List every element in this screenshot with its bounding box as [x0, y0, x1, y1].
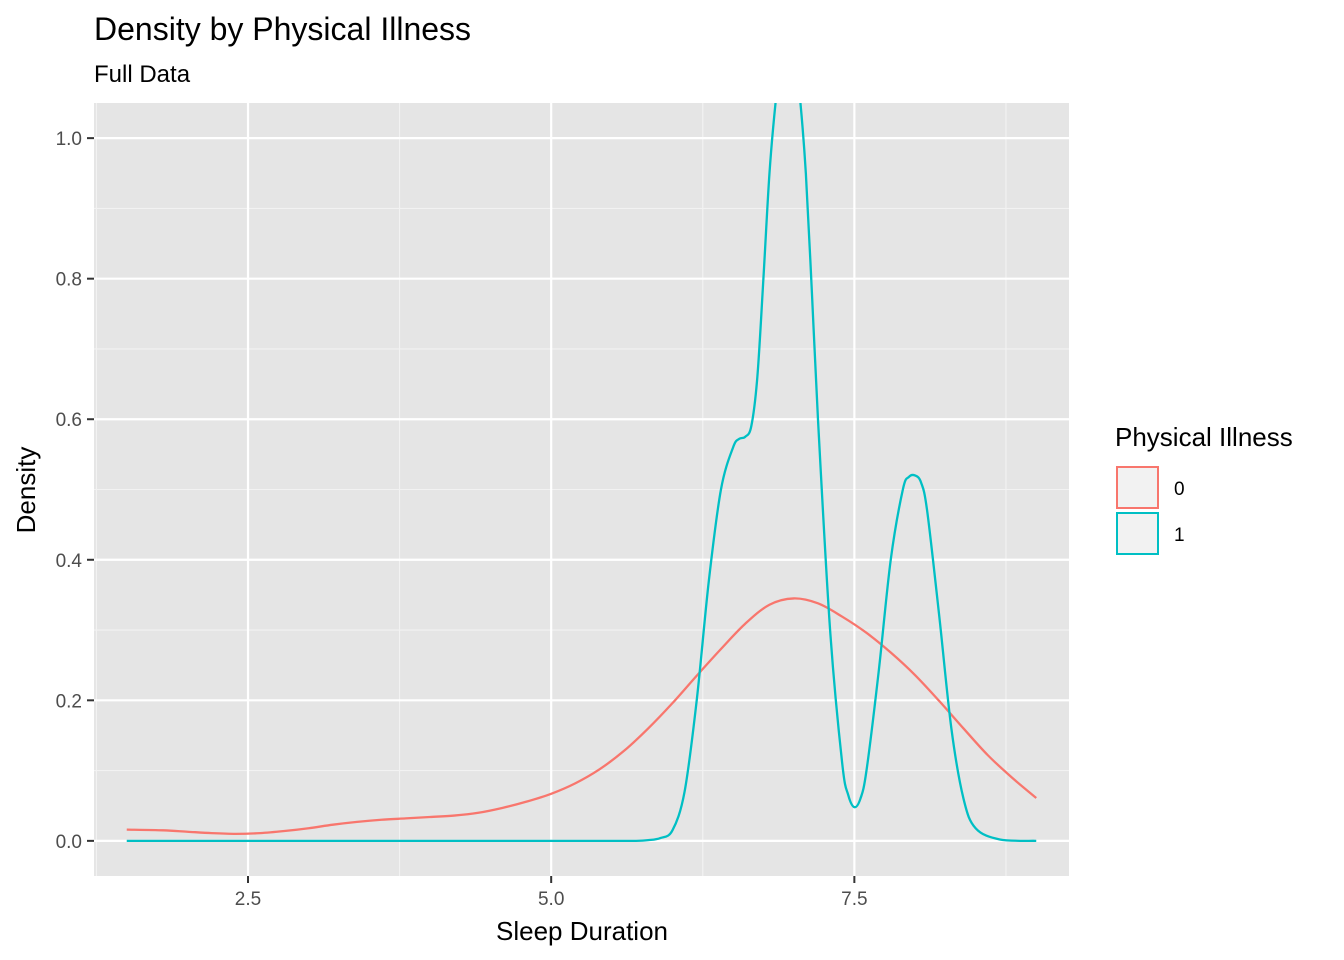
y-tick-label: 0.2 — [56, 691, 82, 712]
minor-gridlines — [94, 103, 1069, 876]
legend-label-1: 1 — [1174, 525, 1185, 546]
y-axis-title: Density — [11, 447, 41, 534]
y-tick-label: 1.0 — [56, 129, 82, 150]
legend-key-0 — [1116, 466, 1159, 509]
y-tick-label: 0.0 — [56, 832, 82, 853]
legend-key-bg-0 — [1117, 467, 1158, 508]
legend-key-1 — [1116, 512, 1159, 555]
legend-label-0: 0 — [1174, 479, 1185, 500]
x-axis-title: Sleep Duration — [496, 916, 668, 946]
chart-subtitle: Full Data — [94, 61, 191, 88]
density-line-0 — [126, 597, 1038, 835]
y-tick-label: 0.4 — [56, 551, 83, 572]
legend-entries: 01 — [1116, 466, 1185, 555]
legend-title: Physical Illness — [1115, 422, 1293, 452]
x-tick-label: 7.5 — [841, 889, 867, 910]
y-tick-label: 0.6 — [56, 410, 82, 431]
x-axis: 2.5 5.0 7.5 — [235, 876, 868, 910]
series-layer — [126, 103, 1038, 843]
x-tick-label: 5.0 — [538, 889, 564, 910]
x-tick-label: 2.5 — [235, 889, 261, 910]
y-tick-label: 0.8 — [56, 270, 82, 291]
legend-key-bg-1 — [1117, 513, 1158, 554]
major-gridlines — [94, 103, 1069, 876]
legend: Physical Illness 01 — [1115, 422, 1293, 555]
y-axis: 0.0 0.2 0.4 0.6 0.8 1.0 — [56, 129, 94, 853]
chart-title: Density by Physical Illness — [94, 11, 471, 47]
density-line-1 — [126, 103, 1037, 843]
